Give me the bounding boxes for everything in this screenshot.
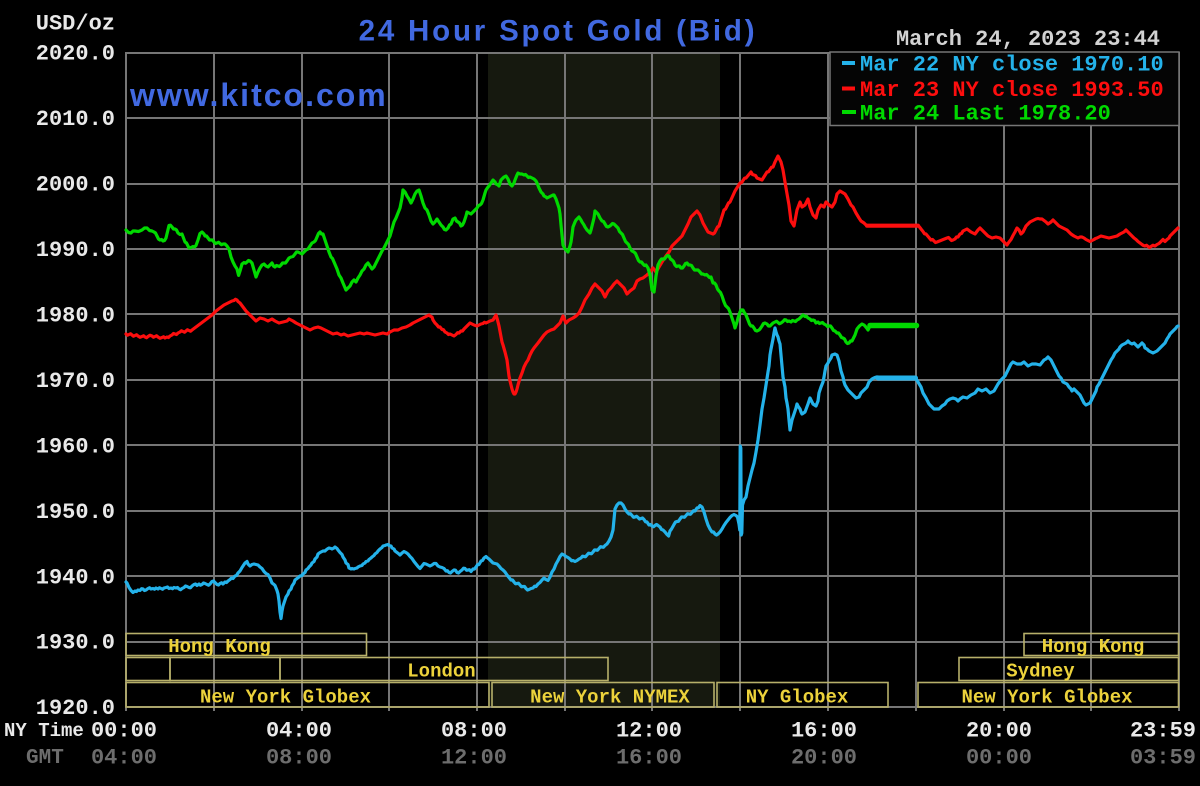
svg-text:Mar 24 Last 1978.20: Mar 24 Last 1978.20 bbox=[860, 102, 1111, 127]
svg-text:2010.0: 2010.0 bbox=[36, 107, 115, 132]
svg-text:04:00: 04:00 bbox=[91, 746, 157, 771]
svg-text:00:00: 00:00 bbox=[966, 746, 1032, 771]
svg-text:1970.0: 1970.0 bbox=[36, 369, 115, 394]
svg-text:Sydney: Sydney bbox=[1006, 661, 1075, 683]
svg-text:New York Globex: New York Globex bbox=[961, 687, 1132, 709]
svg-text:1930.0: 1930.0 bbox=[36, 631, 115, 656]
svg-text:Hong Kong: Hong Kong bbox=[1042, 636, 1145, 658]
svg-text:1990.0: 1990.0 bbox=[36, 238, 115, 263]
svg-text:2000.0: 2000.0 bbox=[36, 173, 115, 198]
svg-text:12:00: 12:00 bbox=[616, 719, 682, 744]
svg-text:04:00: 04:00 bbox=[266, 719, 332, 744]
svg-text:New York NYMEX: New York NYMEX bbox=[530, 687, 690, 709]
svg-text:Mar 22 NY close 1970.10: Mar 22 NY close 1970.10 bbox=[860, 53, 1164, 78]
svg-text:USD/oz: USD/oz bbox=[36, 12, 115, 37]
svg-text:1950.0: 1950.0 bbox=[36, 500, 115, 525]
svg-text:Mar 23 NY close 1993.50: Mar 23 NY close 1993.50 bbox=[860, 78, 1164, 103]
svg-text:12:00: 12:00 bbox=[441, 746, 507, 771]
svg-text:www.kitco.com: www.kitco.com bbox=[129, 77, 388, 113]
svg-text:16:00: 16:00 bbox=[616, 746, 682, 771]
svg-text:1960.0: 1960.0 bbox=[36, 434, 115, 459]
svg-text:20:00: 20:00 bbox=[966, 719, 1032, 744]
svg-text:2020.0: 2020.0 bbox=[36, 42, 115, 67]
svg-text:16:00: 16:00 bbox=[791, 719, 857, 744]
svg-text:NY Time: NY Time bbox=[4, 720, 84, 742]
svg-text:03:59: 03:59 bbox=[1130, 746, 1196, 771]
svg-text:1980.0: 1980.0 bbox=[36, 303, 115, 328]
svg-text:London: London bbox=[407, 661, 475, 683]
svg-text:24 Hour Spot Gold (Bid): 24 Hour Spot Gold (Bid) bbox=[359, 15, 758, 48]
svg-text:New York Globex: New York Globex bbox=[200, 687, 371, 709]
svg-text:NY Globex: NY Globex bbox=[746, 687, 849, 709]
svg-text:GMT: GMT bbox=[26, 747, 64, 770]
svg-text:23:59: 23:59 bbox=[1130, 719, 1196, 744]
svg-text:20:00: 20:00 bbox=[791, 746, 857, 771]
svg-text:Hong Kong: Hong Kong bbox=[168, 636, 271, 658]
svg-text:08:00: 08:00 bbox=[441, 719, 507, 744]
svg-text:00:00: 00:00 bbox=[91, 719, 157, 744]
svg-text:1920.0: 1920.0 bbox=[36, 696, 115, 721]
svg-text:March 24, 2023 23:44: March 24, 2023 23:44 bbox=[896, 27, 1160, 52]
svg-text:1940.0: 1940.0 bbox=[36, 565, 115, 590]
svg-text:08:00: 08:00 bbox=[266, 746, 332, 771]
